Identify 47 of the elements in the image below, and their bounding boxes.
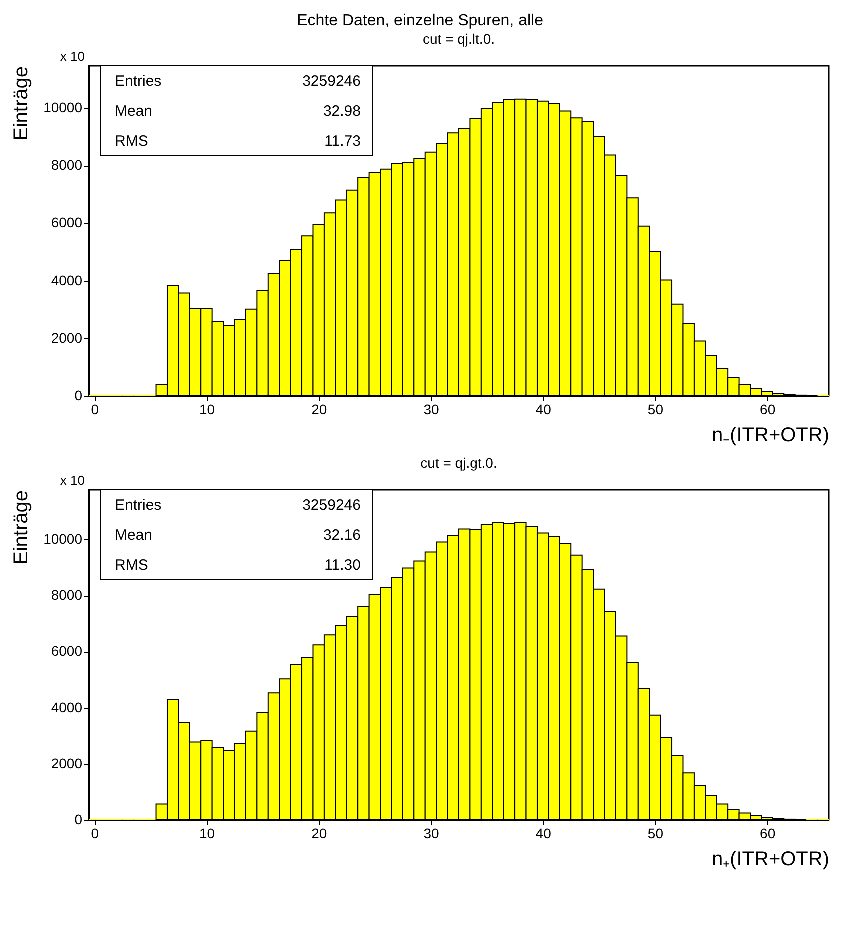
y-tick-label: 4000	[51, 699, 83, 716]
y-tick-label: 6000	[51, 214, 83, 231]
x-tick-label: 0	[91, 402, 100, 418]
x-tick-label: 10	[199, 402, 216, 418]
x-tick-label: 40	[536, 402, 552, 418]
y-tick-label: 6000	[51, 643, 83, 660]
x-tick-label: 40	[536, 826, 552, 842]
y-tick-label: 10000	[44, 100, 83, 116]
x-tick-label: 10	[199, 826, 216, 842]
y-axis-title: Einträge	[10, 66, 33, 141]
text: x 10	[60, 49, 85, 64]
text: x 10	[60, 473, 85, 488]
y-tick-label: 8000	[51, 587, 83, 604]
y-tick-label: 4000	[51, 272, 83, 288]
x-tick-label: 50	[648, 402, 664, 418]
x-axis-title: n₊(ITR+OTR)	[712, 848, 830, 870]
x-tick-label: 30	[424, 826, 440, 842]
annotation: 11.30	[324, 557, 361, 574]
x-tick-label: 50	[648, 826, 664, 842]
annotation: 11.73	[324, 133, 361, 150]
annotation: RMS	[115, 557, 148, 574]
chart-title: Echte Daten, einzelne Spuren, alle	[297, 12, 544, 30]
annotation: RMS	[115, 133, 148, 150]
x-tick-label: 60	[760, 402, 776, 418]
y-tick-label: 2000	[51, 755, 83, 772]
annotation: 3259246	[302, 73, 361, 90]
annotation: Entries	[115, 73, 162, 90]
y-tick-label: 0	[74, 812, 83, 828]
annotation: Mean	[115, 103, 153, 120]
chart-subtitle: cut = qj.lt.0.	[423, 31, 495, 47]
annotation: 32.98	[323, 103, 361, 120]
x-axis-title: n₋(ITR+OTR)	[712, 424, 830, 446]
y-tick-label: 0	[74, 388, 83, 404]
annotation: Entries	[115, 497, 162, 514]
annotation: Mean	[115, 527, 153, 544]
y-tick-label: 2000	[51, 330, 83, 346]
y-tick-label: 8000	[51, 157, 83, 174]
y-axis-title: Einträge	[10, 490, 33, 565]
y-tick-label: 10000	[44, 530, 83, 547]
x-tick-label: 20	[312, 826, 328, 842]
x-tick-label: 60	[760, 826, 776, 842]
annotation: 32.16	[323, 527, 361, 544]
x-tick-label: 20	[312, 402, 328, 418]
chart-subtitle: cut = qj.gt.0.	[420, 455, 498, 471]
x-tick-label: 30	[424, 402, 440, 418]
x-tick-label: 0	[91, 826, 100, 842]
annotation: 3259246	[302, 497, 361, 514]
